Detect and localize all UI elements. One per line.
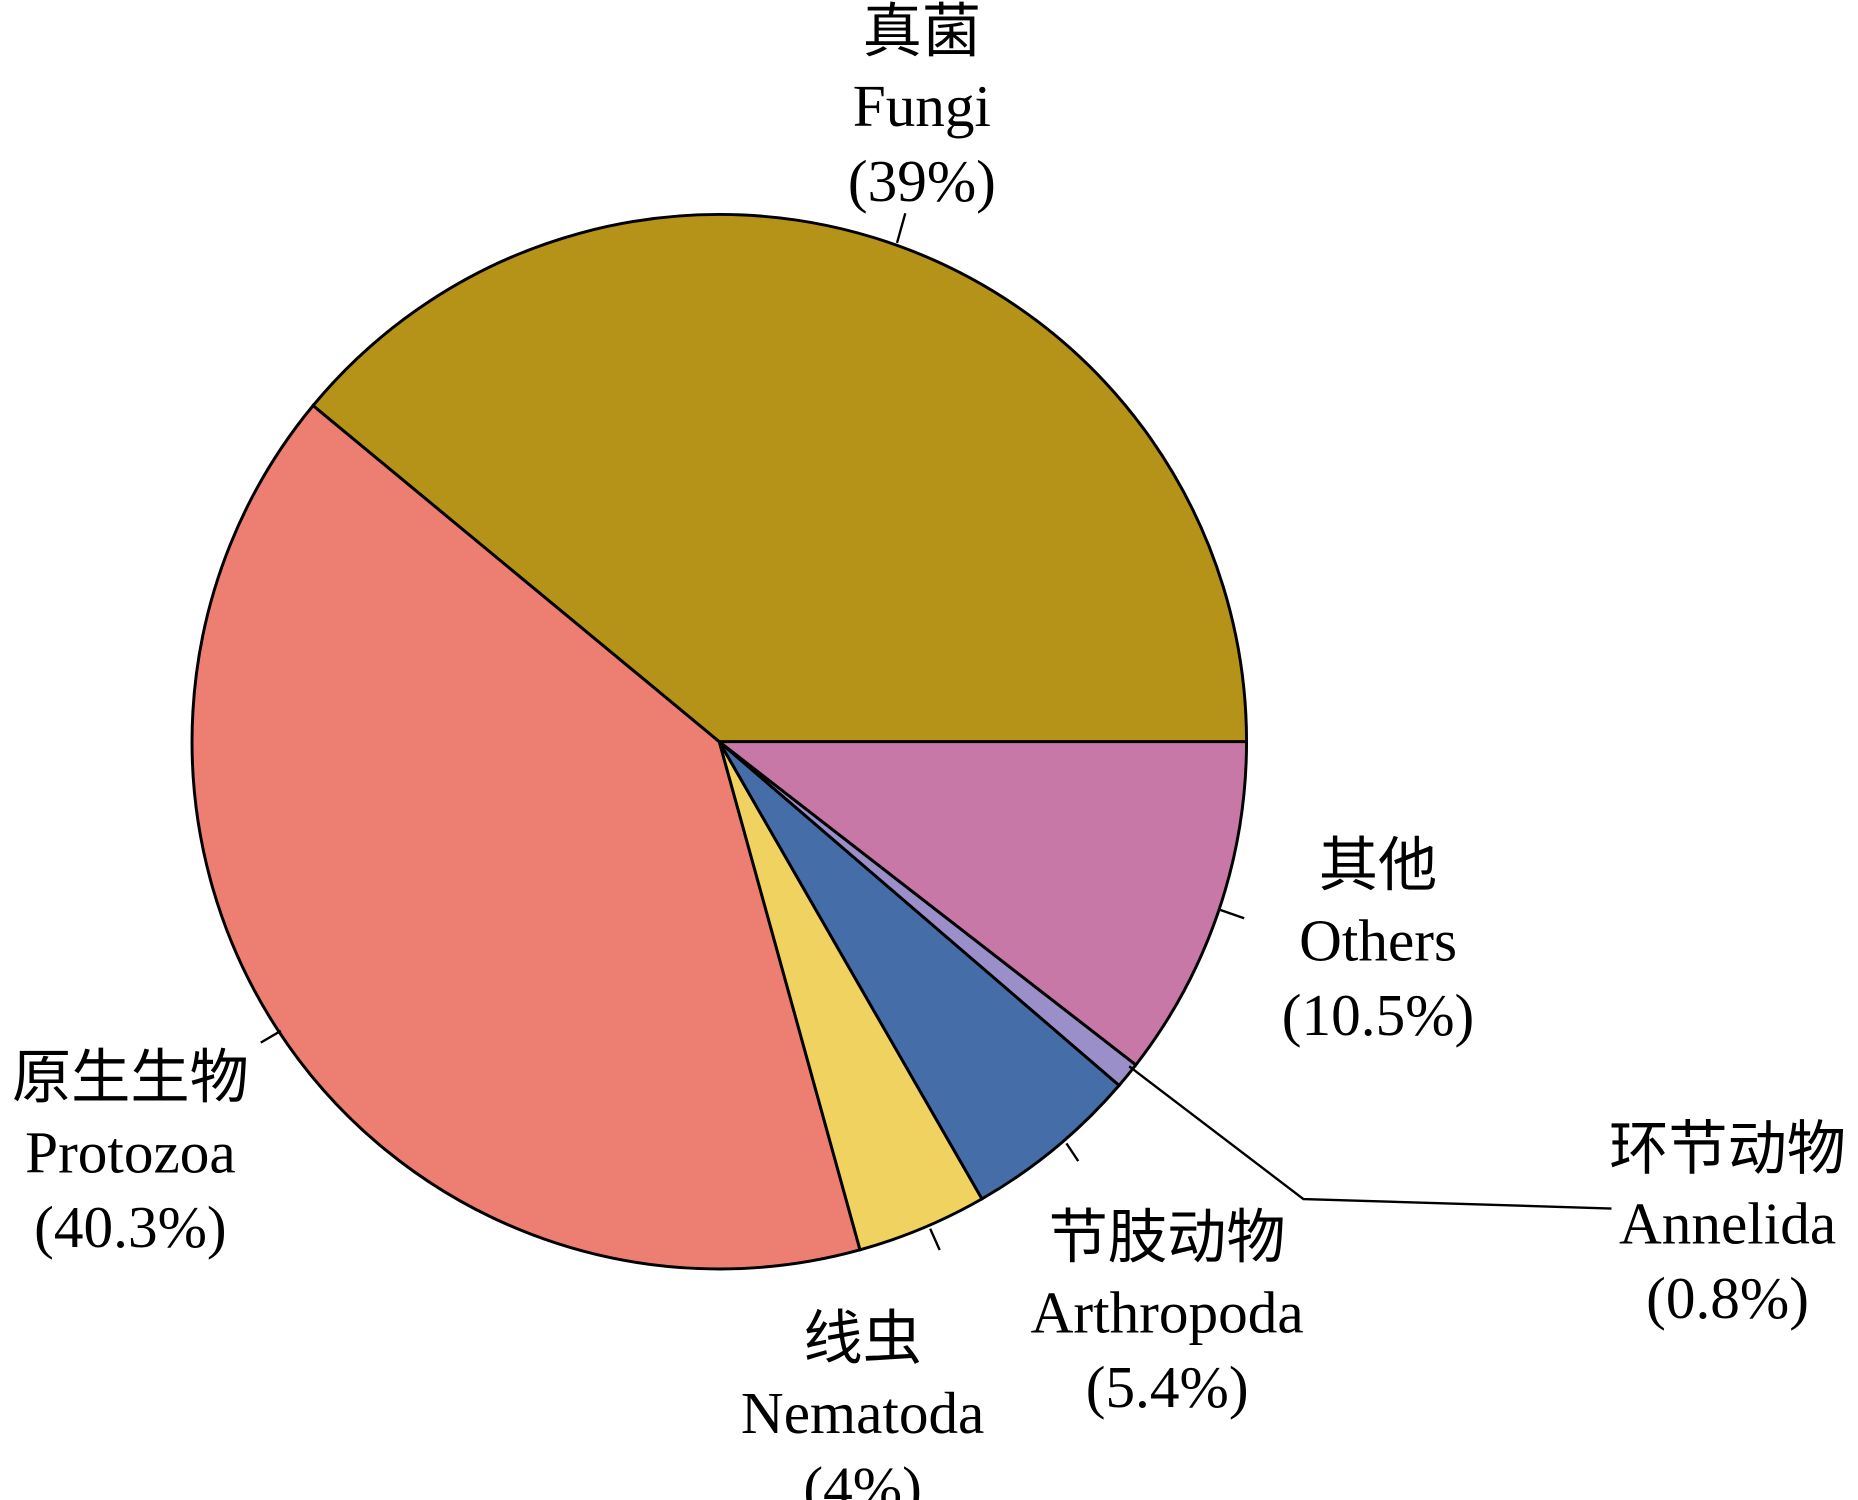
slice-label: Nematoda [741, 1380, 984, 1446]
leader-line [929, 1228, 941, 1251]
slice-label: Protozoa [25, 1119, 236, 1185]
pie-slice [190, 403, 862, 1271]
slice-label-zh: 其他 [1319, 833, 1437, 899]
pie-slice [310, 213, 1249, 744]
slice-label: Arthropoda [1031, 1279, 1304, 1345]
slice-label-zh: 真菌 [863, 0, 981, 65]
slice-label: Annelida [1619, 1190, 1836, 1256]
value-label: (40.3%) [34, 1194, 226, 1260]
pie-slice [714, 740, 1249, 1067]
slice-label: Others [1299, 907, 1457, 973]
value-label: (10.5%) [1282, 982, 1474, 1048]
leader-lines [260, 212, 1612, 1251]
leader-line [1065, 1142, 1080, 1162]
value-label: (0.8%) [1646, 1265, 1809, 1331]
value-label: (39%) [848, 148, 996, 214]
leader-line [1128, 1065, 1612, 1210]
slice-label-zh: 原生生物 [12, 1045, 249, 1111]
value-label: (5.4%) [1086, 1354, 1249, 1420]
pie-slice [718, 740, 1122, 1201]
labels: 真菌 Fungi (39%) 原生生物 Protozoa (40.3%) 线虫 Nematod… [12, 0, 1846, 1500]
slice-label: Fungi [853, 73, 991, 139]
slice-label-zh: 线虫 [803, 1305, 921, 1371]
leader-line [1220, 908, 1245, 920]
leader-line [260, 1029, 282, 1044]
slice-label-zh: 环节动物 [1609, 1116, 1846, 1182]
leader-line [895, 212, 907, 244]
slices [190, 213, 1249, 1271]
value-label: (4%) [803, 1455, 921, 1500]
slice-label-zh: 节肢动物 [1049, 1205, 1286, 1271]
